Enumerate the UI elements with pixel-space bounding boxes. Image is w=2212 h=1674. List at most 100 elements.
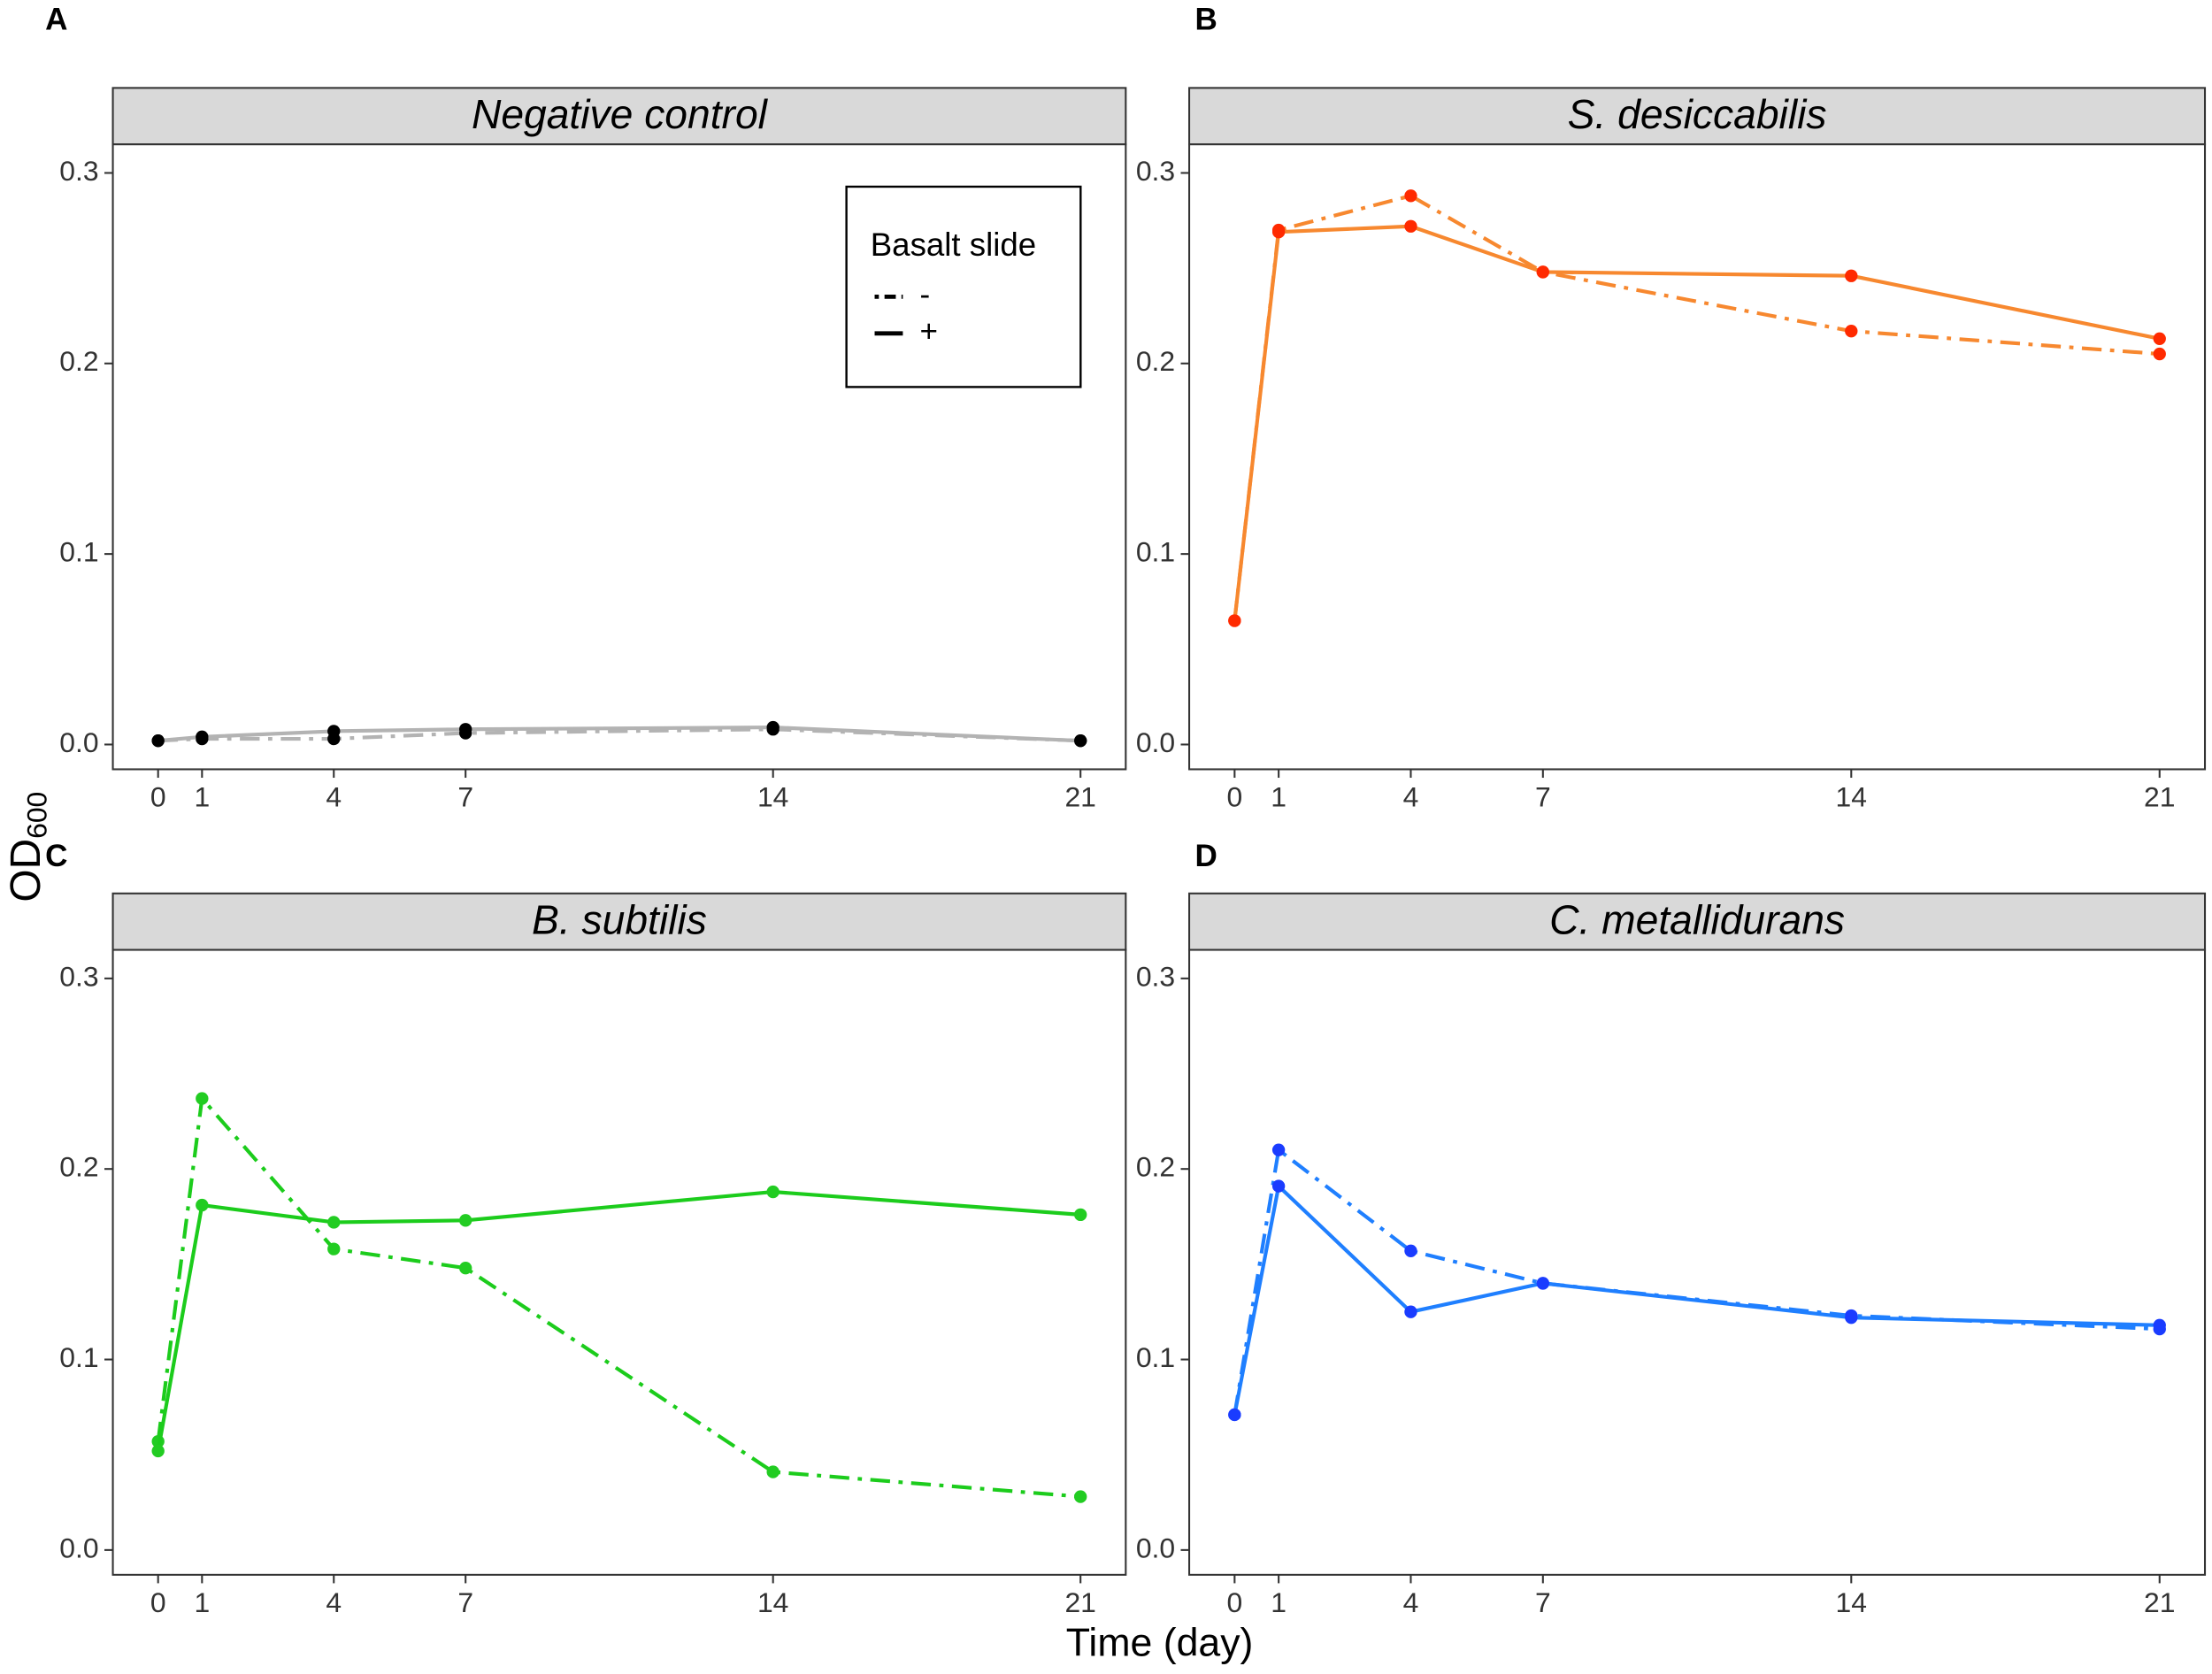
y-tick-label: 0.2: [59, 345, 98, 377]
data-point: [196, 730, 209, 744]
series-line: [1233, 224, 2161, 621]
data-point: [327, 1216, 341, 1229]
x-tick-label: 7: [457, 780, 473, 812]
y-tick-label: 0.1: [1136, 536, 1175, 568]
data-point: [1271, 226, 1286, 239]
plot-area: [111, 948, 1127, 1576]
x-tick-label: 4: [1403, 780, 1419, 812]
x-tick-label: 0: [150, 780, 166, 812]
y-tick-label: 0.2: [1136, 1151, 1175, 1183]
x-tick-label: 0: [1226, 780, 1242, 812]
x-axis-label: Time (day): [1066, 1621, 1254, 1664]
strip: [1188, 87, 2207, 146]
data-point: [1404, 219, 1417, 233]
plot-area: [1188, 948, 2207, 1576]
x-tick-label: 7: [1535, 1586, 1551, 1618]
x-tick-label: 1: [1271, 780, 1286, 812]
data-point: [766, 1185, 780, 1199]
y-tick-label: 0.0: [59, 726, 98, 758]
panel-letter: A: [45, 3, 67, 37]
data-point: [1271, 1179, 1286, 1193]
x-tick-label: 4: [326, 780, 342, 812]
strip: [111, 892, 1127, 951]
data-point: [1228, 614, 1241, 627]
series-line: [156, 1189, 1081, 1452]
legend-label: +: [920, 314, 938, 349]
data-point: [1074, 1208, 1087, 1222]
data-point: [1074, 1490, 1087, 1503]
x-tick-label: 21: [1064, 1586, 1095, 1618]
data-point: [1404, 1305, 1417, 1318]
data-point: [1845, 1310, 1858, 1325]
plot-area: [1188, 143, 2207, 771]
x-tick-label: 0: [1226, 1586, 1242, 1618]
y-axis-label: OD600: [3, 792, 54, 902]
y-tick-label: 0.0: [1136, 726, 1175, 758]
x-tick-label: 14: [1836, 780, 1867, 812]
data-point: [1845, 269, 1858, 282]
panel-letter: D: [1195, 839, 1217, 873]
y-tick-label: 0.1: [1136, 1341, 1175, 1373]
data-point: [459, 723, 472, 736]
data-point: [459, 1214, 472, 1227]
y-tick-label: 0.3: [1136, 155, 1175, 187]
x-tick-label: 1: [194, 1586, 210, 1618]
series-line: [1233, 1182, 2160, 1416]
y-tick-label: 0.0: [1136, 1532, 1175, 1563]
panel-title: Negative control: [472, 91, 769, 137]
legend-label: -: [920, 278, 931, 312]
data-point: [459, 1261, 472, 1275]
data-point: [196, 1198, 209, 1212]
legend-box: [845, 185, 1082, 388]
y-tick-label: 0.1: [59, 1341, 98, 1373]
x-tick-label: 1: [1271, 1586, 1286, 1618]
x-tick-label: 7: [1535, 780, 1551, 812]
data-point: [327, 725, 341, 738]
y-tick-label: 0.3: [59, 155, 98, 187]
data-point: [1404, 1244, 1417, 1257]
y-tick-label: 0.3: [1136, 960, 1175, 992]
y-tick-label: 0.1: [59, 536, 98, 568]
x-tick-label: 21: [2144, 780, 2175, 812]
y-tick-label: 0.2: [59, 1151, 98, 1183]
panel-letter: C: [45, 839, 67, 873]
x-tick-label: 21: [1064, 780, 1095, 812]
panel-letter: B: [1195, 3, 1217, 37]
x-tick-label: 14: [757, 1586, 788, 1618]
panel-title: C. metallidurans: [1549, 896, 1845, 942]
x-tick-label: 14: [757, 780, 788, 812]
legend-title: Basalt slide: [871, 227, 1036, 263]
series-line: [156, 1094, 1081, 1499]
legend: Basalt slide -+: [845, 185, 1082, 388]
data-point: [327, 1242, 341, 1256]
data-point: [1536, 265, 1549, 279]
panel-title: B. subtilis: [532, 896, 707, 942]
x-tick-label: 21: [2144, 1586, 2175, 1618]
data-point: [1271, 1143, 1286, 1156]
data-point: [2153, 347, 2166, 361]
x-tick-label: 14: [1836, 1586, 1867, 1618]
data-point: [1228, 1408, 1241, 1422]
data-point: [2153, 332, 2166, 345]
panel-title: S. desiccabilis: [1568, 91, 1827, 137]
y-label-sub: 600: [21, 792, 53, 839]
x-tick-label: 7: [457, 1586, 473, 1618]
strip: [1188, 892, 2207, 951]
data-point: [151, 1444, 165, 1458]
x-tick-label: 1: [194, 780, 210, 812]
y-label-main: OD: [3, 839, 50, 902]
data-point: [1536, 1277, 1549, 1290]
data-point: [1074, 733, 1087, 748]
x-tick-label: 0: [150, 1586, 166, 1618]
x-tick-label: 4: [326, 1586, 342, 1618]
data-point: [766, 1465, 780, 1478]
y-tick-label: 0.0: [59, 1532, 98, 1563]
x-tick-label: 4: [1403, 1586, 1419, 1618]
y-tick-label: 0.2: [1136, 345, 1175, 377]
y-tick-label: 0.3: [59, 960, 98, 992]
data-point: [766, 720, 780, 734]
data-point: [2153, 1318, 2166, 1332]
series-line: [157, 726, 1081, 743]
